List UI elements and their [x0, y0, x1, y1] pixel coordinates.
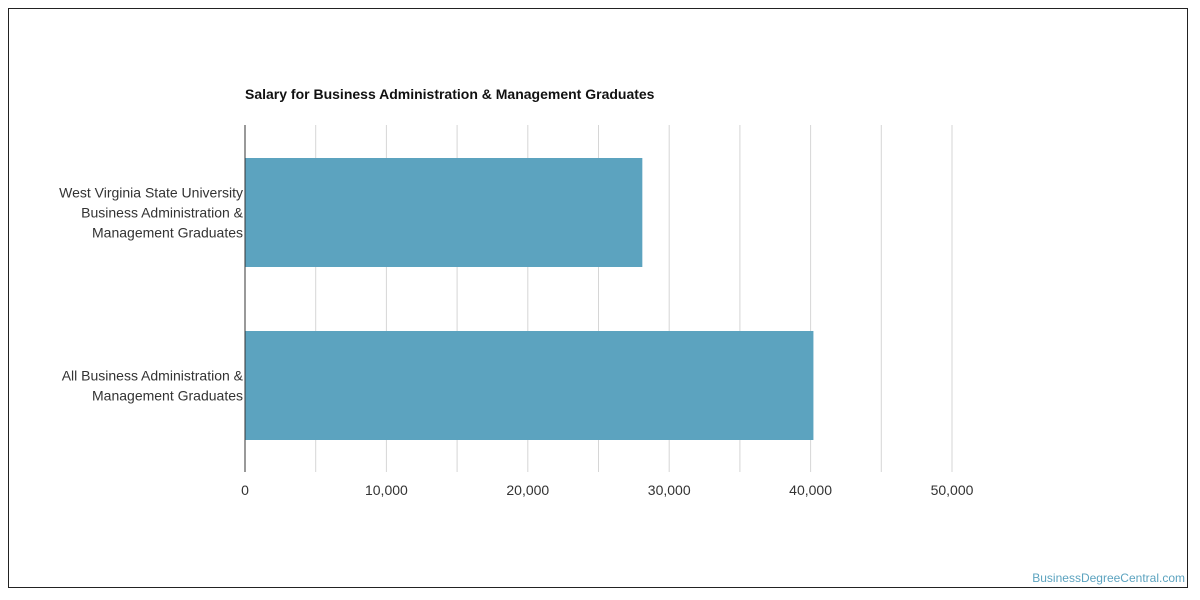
bar-0 [245, 158, 643, 267]
category-labels: West Virginia State University Business A… [59, 185, 244, 404]
category-label-0: West Virginia State University Business A… [59, 185, 244, 241]
x-tick-label-2: 20,000 [506, 482, 549, 498]
category-label-0-line-0: West Virginia State University [59, 185, 243, 201]
category-label-0-line-1: Business Administration & [81, 205, 244, 221]
x-tick-label-0: 0 [241, 482, 249, 498]
bar-1 [245, 331, 814, 440]
x-tick-label-3: 30,000 [648, 482, 691, 498]
x-tick-label-1: 10,000 [365, 482, 408, 498]
category-label-1-line-0: All Business Administration & [62, 368, 244, 384]
category-label-1: All Business Administration & Management … [62, 368, 244, 404]
bars [245, 158, 814, 440]
x-tick-labels: 0 10,000 20,000 30,000 40,000 50,000 [241, 482, 974, 498]
x-tick-label-5: 50,000 [931, 482, 974, 498]
category-label-0-line-2: Management Graduates [92, 225, 243, 241]
x-tick-label-4: 40,000 [789, 482, 832, 498]
chart-title: Salary for Business Administration & Man… [245, 86, 655, 102]
category-label-1-line-1: Management Graduates [92, 388, 243, 404]
watermark: BusinessDegreeCentral.com [1032, 571, 1185, 585]
